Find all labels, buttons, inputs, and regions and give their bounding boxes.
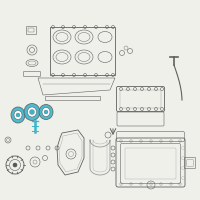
- Circle shape: [13, 163, 17, 167]
- Circle shape: [44, 110, 48, 114]
- Ellipse shape: [11, 107, 25, 123]
- Circle shape: [30, 110, 35, 114]
- Ellipse shape: [28, 107, 36, 117]
- Ellipse shape: [14, 110, 22, 119]
- Ellipse shape: [24, 104, 40, 120]
- Ellipse shape: [39, 104, 53, 119]
- Circle shape: [16, 113, 20, 117]
- Bar: [45, 96, 100, 100]
- Ellipse shape: [42, 108, 50, 116]
